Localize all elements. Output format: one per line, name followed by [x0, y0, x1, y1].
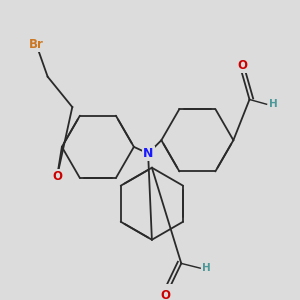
Text: O: O	[237, 59, 247, 72]
Text: O: O	[52, 170, 62, 183]
Text: O: O	[160, 289, 170, 300]
Text: N: N	[143, 147, 153, 160]
Text: H: H	[202, 263, 211, 273]
Text: Br: Br	[29, 38, 44, 51]
Text: H: H	[269, 99, 278, 109]
